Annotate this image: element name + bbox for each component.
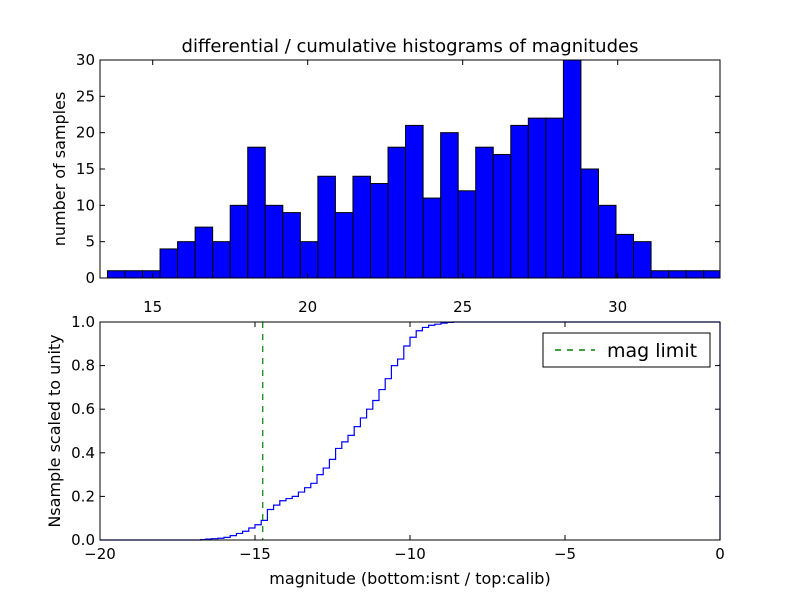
histogram-bar (212, 241, 231, 279)
histogram-bar (159, 248, 179, 279)
histogram-bar (650, 270, 670, 279)
histogram-bar (562, 59, 582, 279)
top-y-tick-label: 5 (85, 233, 95, 251)
top-y-tick-label: 20 (76, 124, 95, 142)
histogram-bar (106, 270, 126, 279)
histogram-bar (545, 117, 564, 279)
histogram-bar (457, 190, 477, 279)
bottom-x-tick-label: −15 (239, 545, 271, 563)
histogram-bar (229, 204, 249, 279)
histogram-bar (685, 270, 705, 279)
bottom-x-axis-label: magnitude (bottom:isnt / top:calib) (269, 569, 550, 588)
top-x-tick-label: 30 (608, 298, 627, 316)
top-x-tick-label: 20 (298, 298, 317, 316)
cumulative-step-line (100, 321, 720, 541)
histogram-bar (194, 226, 214, 279)
top-x-tick-label: 25 (453, 298, 472, 316)
legend: mag limit (542, 332, 711, 368)
histogram-bar (317, 175, 336, 279)
cumulative-ticks: −20 −15 −10 −5 0 0.0 0.2 0.4 0.6 0.8 1.0 (71, 313, 725, 563)
bottom-y-tick-label: 1.0 (71, 313, 95, 331)
histogram-bar (387, 146, 407, 279)
cumulative-frame (99, 321, 721, 541)
bottom-y-tick-label: 0.2 (71, 487, 95, 505)
histogram-bar (334, 212, 354, 279)
histogram-panel: differential / cumulative histograms of … (50, 36, 721, 316)
bottom-y-tick-label: 0.0 (71, 531, 95, 549)
bottom-x-tick-label: 0 (715, 545, 725, 563)
histogram-bar (352, 175, 371, 279)
histogram-bar (703, 270, 721, 279)
histogram-bar (422, 197, 442, 279)
top-y-tick-label: 0 (85, 269, 95, 287)
top-x-tick-label: 15 (143, 298, 162, 316)
top-y-axis-label: number of samples (50, 92, 69, 247)
histogram-bars (106, 59, 721, 279)
histogram-bar (440, 132, 459, 279)
bottom-y-tick-label: 0.6 (71, 400, 95, 418)
bottom-x-tick-label: −20 (84, 545, 116, 563)
histogram-bar (177, 241, 196, 279)
cumulative-panel: magnitude (bottom:isnt / top:calib) Nsam… (45, 313, 725, 588)
histogram-bar (668, 270, 687, 279)
histogram-bar (247, 146, 266, 279)
histogram-bar (527, 117, 547, 279)
histogram-bar (142, 270, 161, 279)
top-y-tick-label: 25 (76, 87, 95, 105)
histogram-bar (369, 183, 389, 279)
histogram-bar (615, 233, 635, 279)
bottom-y-axis-label: Nsample scaled to unity (45, 334, 64, 527)
top-y-tick-label: 30 (76, 51, 95, 69)
bottom-x-tick-label: −10 (394, 545, 426, 563)
histogram-bar (282, 212, 301, 279)
bottom-x-tick-label: −5 (554, 545, 576, 563)
histogram-bar (264, 204, 284, 279)
histogram-bar (475, 146, 494, 279)
legend-label-mag-limit: mag limit (607, 340, 697, 362)
histogram-bar (580, 168, 599, 279)
histogram-bar (597, 204, 617, 279)
histogram-bar (299, 241, 319, 279)
bottom-y-tick-label: 0.4 (71, 444, 95, 462)
histogram-bar (124, 270, 144, 279)
top-y-tick-label: 15 (76, 160, 95, 178)
histogram-ticks: 15 20 25 30 0 5 10 15 20 25 30 (76, 51, 720, 316)
top-y-tick-label: 10 (76, 196, 95, 214)
histogram-bar (510, 124, 529, 279)
histogram-bar (633, 241, 652, 279)
bottom-y-tick-label: 0.8 (71, 357, 95, 375)
chart-title: differential / cumulative histograms of … (182, 36, 639, 57)
histogram-frame (99, 59, 721, 279)
histogram-bar (405, 124, 424, 279)
histogram-bar (492, 153, 512, 279)
